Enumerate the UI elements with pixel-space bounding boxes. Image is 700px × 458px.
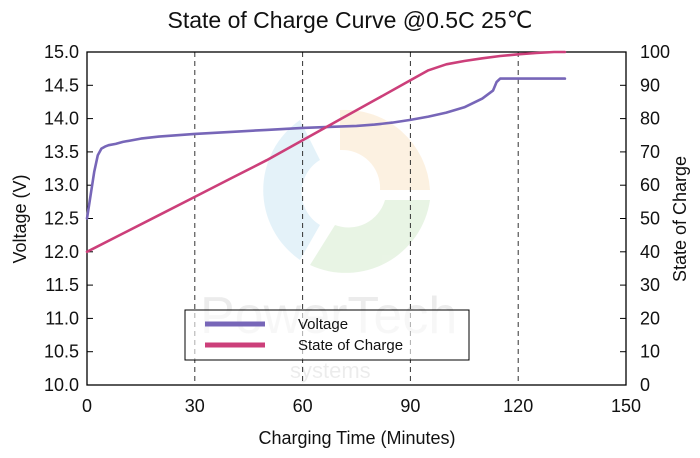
y2-tick-label: 30 xyxy=(640,275,660,295)
watermark-logo xyxy=(263,109,430,273)
y-tick-label: 15.0 xyxy=(44,42,79,62)
y-tick-label: 12.0 xyxy=(44,242,79,262)
x-tick-label: 150 xyxy=(611,396,641,416)
y-tick-label: 12.5 xyxy=(44,209,79,229)
x-tick-label: 30 xyxy=(185,396,205,416)
legend: Voltage State of Charge xyxy=(184,309,470,361)
y2-tick-label: 50 xyxy=(640,209,660,229)
y-tick-label: 10.5 xyxy=(44,342,79,362)
axis-ticks: 0 30 60 90 120 150 10.0 10.5 11.0 11.5 12.0 12.5 13.… xyxy=(44,42,670,416)
y2-tick-label: 90 xyxy=(640,75,660,95)
series-line-voltage xyxy=(85,77,567,220)
y2-axis-label: State of Charge xyxy=(670,156,690,282)
y-tick-label: 13.5 xyxy=(44,142,79,162)
y2-tick-label: 100 xyxy=(640,42,670,62)
y-tick-label: 10.0 xyxy=(44,375,79,395)
y-tick-label: 11.5 xyxy=(45,275,79,295)
x-axis-label: Charging Time (Minutes) xyxy=(258,428,455,448)
y2-tick-label: 80 xyxy=(640,109,660,129)
watermark-subtext: systems xyxy=(290,358,371,383)
y-axis-label: Voltage (V) xyxy=(10,174,30,263)
y2-tick-label: 60 xyxy=(640,175,660,195)
legend-label-voltage: Voltage xyxy=(298,316,348,333)
x-tick-label: 90 xyxy=(400,396,420,416)
series-line-soc xyxy=(85,50,567,254)
y-tick-label: 11.0 xyxy=(45,308,79,328)
y2-tick-label: 20 xyxy=(640,308,660,328)
y2-tick-label: 10 xyxy=(640,342,660,362)
y2-tick-label: 70 xyxy=(640,142,660,162)
chart-title: State of Charge Curve @0.5C 25℃ xyxy=(168,7,533,33)
legend-label-soc: State of Charge xyxy=(298,337,403,354)
x-tick-label: 120 xyxy=(503,396,533,416)
y2-tick-label: 40 xyxy=(640,242,660,262)
y-tick-label: 14.0 xyxy=(44,109,79,129)
legend-box xyxy=(184,309,470,361)
x-tick-label: 60 xyxy=(293,396,313,416)
series-layer xyxy=(85,50,567,254)
y2-tick-label: 0 xyxy=(640,375,650,395)
y-tick-label: 13.0 xyxy=(44,175,79,195)
y-tick-label: 14.5 xyxy=(44,75,79,95)
grid-lines xyxy=(194,52,519,385)
x-tick-label: 0 xyxy=(82,396,92,416)
